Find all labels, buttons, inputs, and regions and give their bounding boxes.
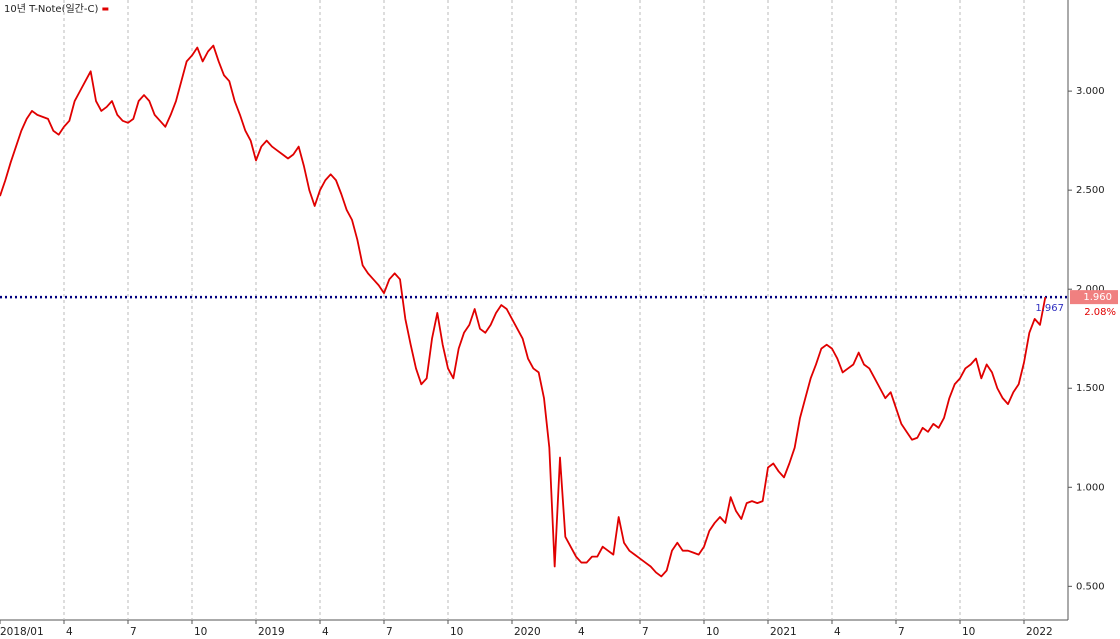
x-tick-label: 7 xyxy=(130,626,137,638)
last-value-label: 1.967 xyxy=(1035,303,1064,314)
x-tick-label: 10 xyxy=(706,626,719,638)
reference-label: 1.960 xyxy=(1083,292,1112,303)
y-tick-label: 0.500 xyxy=(1076,581,1105,592)
y-tick-label: 2.500 xyxy=(1076,185,1105,196)
x-tick-label: 2020 xyxy=(514,626,541,638)
x-tick-label: 10 xyxy=(194,626,207,638)
x-tick-label: 4 xyxy=(322,626,329,638)
x-tick-label: 4 xyxy=(834,626,841,638)
x-tick-label: 2022 xyxy=(1026,626,1053,638)
price-line xyxy=(0,44,1047,578)
x-tick-label: 4 xyxy=(66,626,73,638)
y-tick-label: 3.000 xyxy=(1076,86,1105,97)
y-tick-label: 1.000 xyxy=(1076,482,1105,493)
x-tick-label: 2019 xyxy=(258,626,285,638)
x-tick-label: 7 xyxy=(642,626,649,638)
x-tick-label: 10 xyxy=(450,626,463,638)
x-tick-label: 4 xyxy=(578,626,585,638)
x-tick-label: 7 xyxy=(386,626,393,638)
legend-label: 10년 T-Note(일간-C) xyxy=(4,3,98,15)
x-tick-label: 2018/01 xyxy=(0,626,44,638)
reference-label-box xyxy=(1070,290,1118,305)
y-tick-label: 2.000 xyxy=(1076,284,1105,295)
x-tick-label: 2021 xyxy=(770,626,797,638)
change-label: 2.08% xyxy=(1084,307,1116,318)
y-tick-label: 1.500 xyxy=(1076,383,1105,394)
x-tick-label: 10 xyxy=(962,626,975,638)
x-tick-label: 7 xyxy=(898,626,905,638)
